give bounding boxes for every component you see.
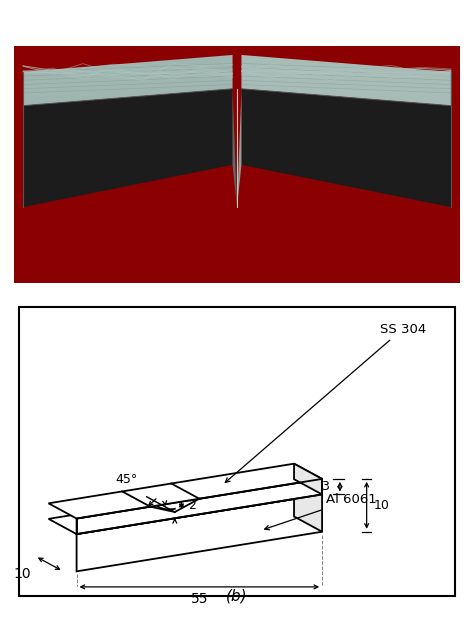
Polygon shape — [233, 89, 237, 207]
Polygon shape — [48, 463, 322, 519]
Polygon shape — [77, 495, 322, 571]
Text: 3: 3 — [321, 480, 329, 493]
Polygon shape — [23, 55, 233, 106]
Text: 10: 10 — [374, 499, 389, 512]
Polygon shape — [294, 479, 322, 532]
Polygon shape — [237, 89, 241, 207]
Text: (b): (b) — [226, 589, 248, 604]
Text: Al 6061: Al 6061 — [264, 493, 377, 530]
Polygon shape — [48, 479, 322, 534]
Polygon shape — [23, 89, 233, 207]
Polygon shape — [241, 55, 451, 106]
Text: 55: 55 — [191, 592, 208, 605]
Polygon shape — [241, 89, 451, 207]
Text: SS 304: SS 304 — [225, 323, 426, 482]
Text: 2: 2 — [188, 499, 196, 512]
Text: 10: 10 — [13, 567, 31, 581]
Text: 45°: 45° — [116, 473, 138, 486]
Polygon shape — [77, 479, 322, 534]
Text: (a): (a) — [226, 309, 248, 323]
Polygon shape — [294, 463, 322, 495]
